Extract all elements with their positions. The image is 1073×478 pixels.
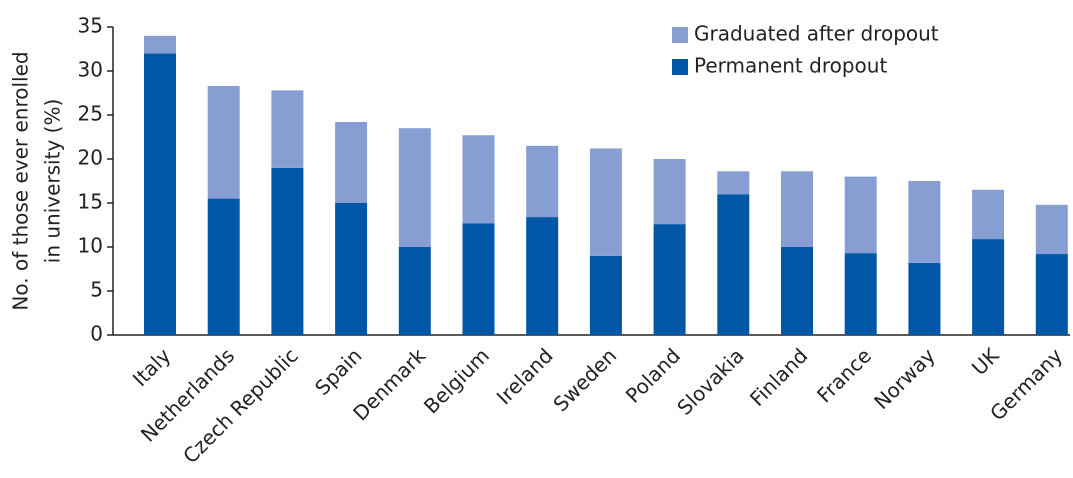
bar-segment [335,203,368,335]
bar-segment [207,85,240,199]
y-tick-label: 20 [78,146,103,170]
bar-segment [462,135,495,224]
bar-segment [526,145,559,218]
bar-segment [462,223,495,335]
bar-segment [271,90,304,168]
x-tick-label: Slovakia [672,343,748,419]
y-tick-label: 10 [78,234,103,258]
bar-segment [844,176,877,254]
bar-segment [398,247,431,335]
x-tick-label: Sweden [548,343,621,416]
bar-segment [398,128,431,247]
bar-segment [589,148,622,256]
x-tick-label: Norway [869,343,940,414]
legend-swatch [672,27,688,43]
bar-segment [717,171,750,195]
bar-segment [1035,254,1068,335]
y-tick-label: 30 [78,58,103,82]
bar-segment [526,217,559,335]
x-tick-label: Italy [128,343,176,391]
bar-segment [1035,204,1068,255]
x-tick-label: Spain [310,343,366,399]
bar-segment [908,181,941,263]
bar-segment [271,167,304,335]
y-tick-label: 0 [90,322,103,346]
bar-segment [207,198,240,335]
bar-segment [144,35,176,54]
bar-segment [972,239,1005,335]
legend-swatch [672,59,688,75]
y-axis-label: in university (%) [41,99,65,263]
bar-segment [844,253,877,335]
bar-segment [781,247,813,335]
y-tick-label: 35 [78,14,103,38]
bar-segment [717,194,750,335]
bar-segment [972,189,1005,240]
legend-label: Permanent dropout [694,54,887,78]
bar-segment [908,262,941,335]
bar-segment [781,171,813,247]
y-tick-label: 5 [90,278,103,302]
y-tick-label: 15 [78,190,103,214]
x-tick-label: Finland [745,343,813,411]
x-tick-label: France [812,343,876,407]
bar-segment [589,255,622,335]
bar-segment [653,159,686,225]
x-tick-label: UK [967,343,1004,380]
y-axis-label: No. of those ever enrolled [9,51,33,310]
x-tick-label: Czech Republic [178,343,303,468]
x-tick-label: Belgium [419,343,494,418]
x-tick-label: Poland [621,343,685,407]
y-tick-label: 25 [78,102,103,126]
bar-segment [335,122,368,203]
bar-segment [144,53,176,336]
legend-label: Graduated after dropout [694,22,939,46]
bar-segment [653,224,686,335]
